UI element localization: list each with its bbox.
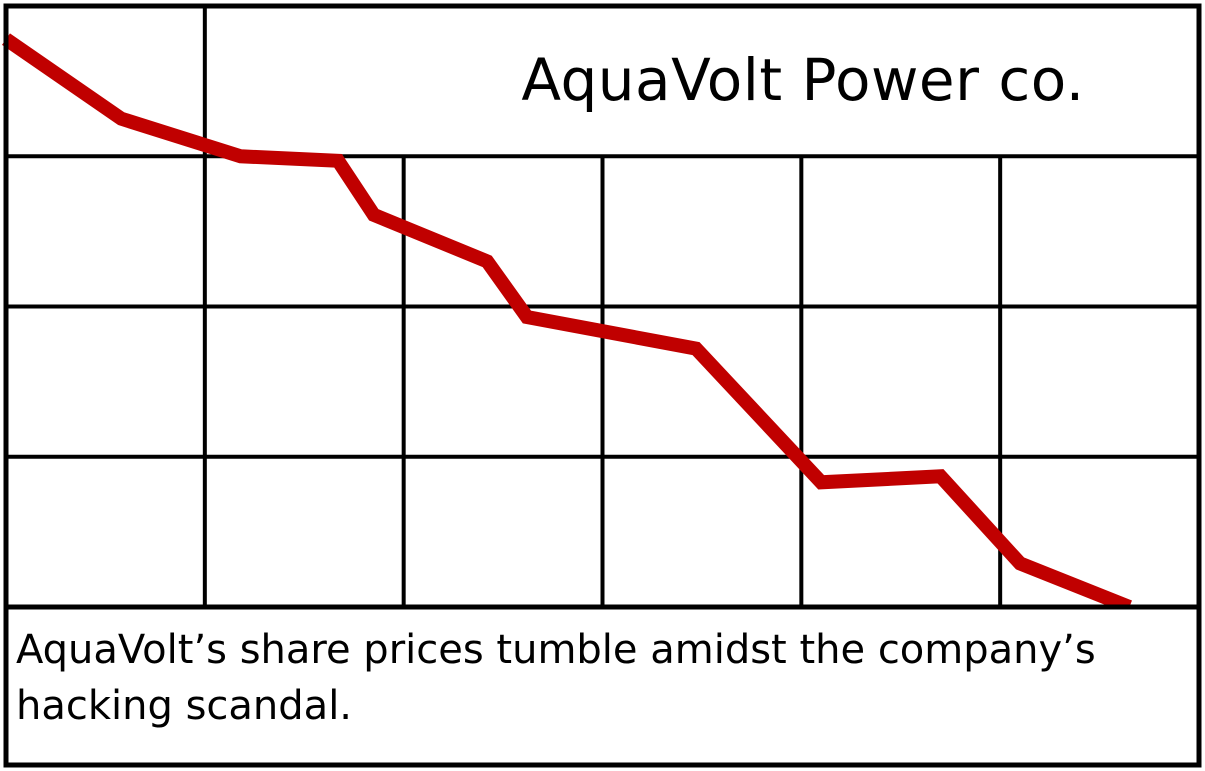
chart-caption: AquaVolt’s share prices tumble amidst th… [16, 627, 1096, 729]
frame-lines [3, 3, 1202, 768]
title-cell-background [406, 7, 1198, 154]
chart-title: AquaVolt Power co. [521, 46, 1085, 114]
series-line [2, 33, 1132, 614]
outer-frame [3, 3, 1202, 768]
series-layer [2, 33, 1132, 614]
caption-box-background [6, 608, 1199, 765]
